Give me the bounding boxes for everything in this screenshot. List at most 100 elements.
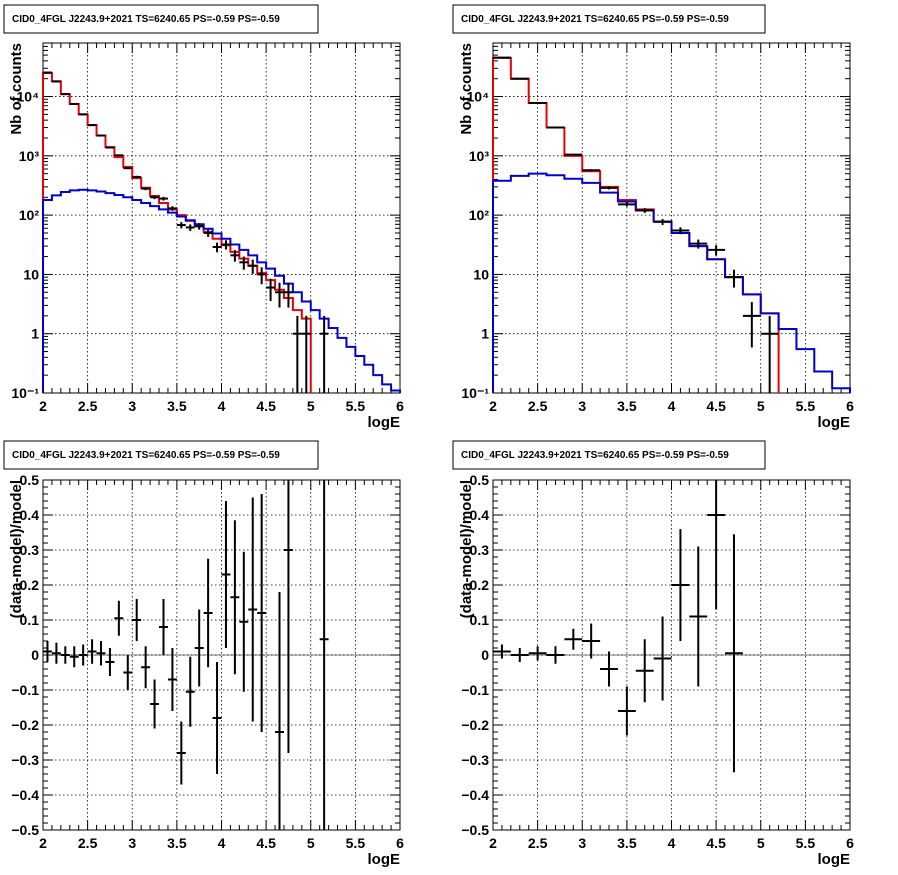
y-axis-label: (data-model)/model [8, 480, 25, 618]
x-tick-label: 4.5 [256, 398, 276, 414]
x-tick-label: 3 [578, 398, 586, 414]
data-point [239, 551, 249, 692]
y-tick-label: −0.3 [461, 752, 489, 768]
title-box [3, 440, 319, 470]
x-tick-label: 5 [757, 835, 765, 851]
x-tick-label: 4 [668, 398, 676, 414]
data-point [528, 101, 547, 104]
data-point [257, 267, 267, 285]
data-point [617, 202, 636, 207]
data-point [283, 480, 293, 753]
y-tick-label: −0.1 [11, 682, 39, 698]
y-tick-label: 0.2 [20, 577, 40, 593]
y-tick-label: −0.1 [461, 682, 489, 698]
data-point [239, 256, 249, 270]
data-point [194, 223, 204, 230]
data-point [582, 623, 601, 659]
data-point [105, 146, 115, 149]
title-box [452, 440, 766, 470]
data-point [617, 686, 636, 736]
data-point [689, 239, 708, 249]
x-tick-label: 4.5 [256, 835, 276, 851]
x-tick-label: 3 [578, 835, 586, 851]
data-point [123, 167, 133, 170]
y-tick-label: 0 [481, 647, 489, 663]
x-tick-label: 4 [218, 398, 226, 414]
y-tick-label: 10² [469, 207, 490, 223]
y-tick-label: 0.4 [20, 507, 40, 523]
data-point [123, 655, 133, 690]
data-point [546, 126, 565, 129]
data-point [221, 501, 231, 648]
data-point [96, 641, 106, 666]
x-tick-label: 3 [128, 835, 136, 851]
x-tick-label: 4.5 [706, 835, 726, 851]
panel-bottom-right: CID0_4FGL J2243.9+2021 TS=6240.65 PS=-0.… [452, 440, 854, 868]
data-point [653, 616, 672, 701]
data-point [248, 259, 258, 274]
y-tick-label: −0.4 [11, 787, 39, 803]
data-point [203, 558, 213, 668]
chart-title: CID0_4FGL J2243.9+2021 TS=6240.65 PS=-0.… [461, 14, 729, 25]
data-point [87, 124, 97, 127]
series-line-0 [42, 71, 312, 393]
x-tick-label: 6 [846, 835, 854, 851]
y-axis-label: Nb of counts [8, 43, 25, 135]
y-tick-label: 0.3 [470, 542, 490, 558]
y-tick-label: 0.4 [470, 507, 490, 523]
y-tick-label: 0.1 [20, 612, 40, 628]
x-tick-label: 2 [39, 398, 47, 414]
y-tick-label: 10⁻¹ [461, 385, 489, 401]
y-tick-label: 0.2 [470, 577, 490, 593]
series-line-0 [492, 56, 780, 393]
data-point [671, 529, 690, 641]
x-axis-label: logE [818, 851, 851, 868]
x-tick-label: 4 [668, 835, 676, 851]
x-tick-label: 2.5 [78, 835, 98, 851]
data-point [43, 641, 52, 662]
chart-title: CID0_4FGL J2243.9+2021 TS=6240.65 PS=-0.… [12, 450, 280, 461]
data-point [564, 628, 583, 650]
data-point [159, 196, 168, 201]
x-tick-label: 4 [218, 835, 226, 851]
x-tick-label: 3 [128, 398, 136, 414]
data-point [582, 169, 601, 172]
data-point [230, 250, 240, 262]
y-tick-label: −0.2 [461, 717, 489, 733]
y-tick-label: 10³ [469, 148, 490, 164]
panel-top-left: CID0_4FGL J2243.9+2021 TS=6240.65 PS=-0.… [3, 4, 404, 431]
x-tick-label: 6 [396, 835, 404, 851]
data-point [141, 646, 151, 689]
data-point [176, 721, 186, 785]
data-point [132, 599, 142, 641]
data-point [185, 224, 195, 231]
data-point [167, 206, 177, 211]
data-point [760, 315, 779, 393]
data-point [69, 646, 79, 668]
title-box [3, 4, 319, 34]
y-tick-label: 10² [19, 207, 40, 223]
data-point [707, 245, 726, 256]
y-tick-label: −0.2 [11, 717, 39, 733]
x-tick-label: 5 [757, 398, 765, 414]
data-point [141, 187, 151, 191]
series-line-1 [42, 188, 401, 393]
y-tick-label: 10 [473, 266, 489, 282]
data-point [150, 679, 160, 729]
x-tick-label: 2.5 [78, 398, 98, 414]
y-tick-label: −0.5 [11, 822, 39, 838]
x-tick-label: 5 [307, 835, 315, 851]
data-point [78, 644, 88, 666]
title-box [452, 4, 766, 34]
x-tick-label: 5.5 [796, 398, 816, 414]
data-point [493, 644, 511, 659]
x-tick-label: 2 [39, 835, 47, 851]
data-point [600, 186, 618, 190]
y-tick-label: 10⁴ [17, 89, 40, 105]
data-point [230, 520, 240, 675]
y-tick-label: 10 [23, 266, 39, 282]
data-point [319, 480, 329, 830]
data-point [150, 195, 160, 200]
y-tick-label: −0.3 [11, 752, 39, 768]
